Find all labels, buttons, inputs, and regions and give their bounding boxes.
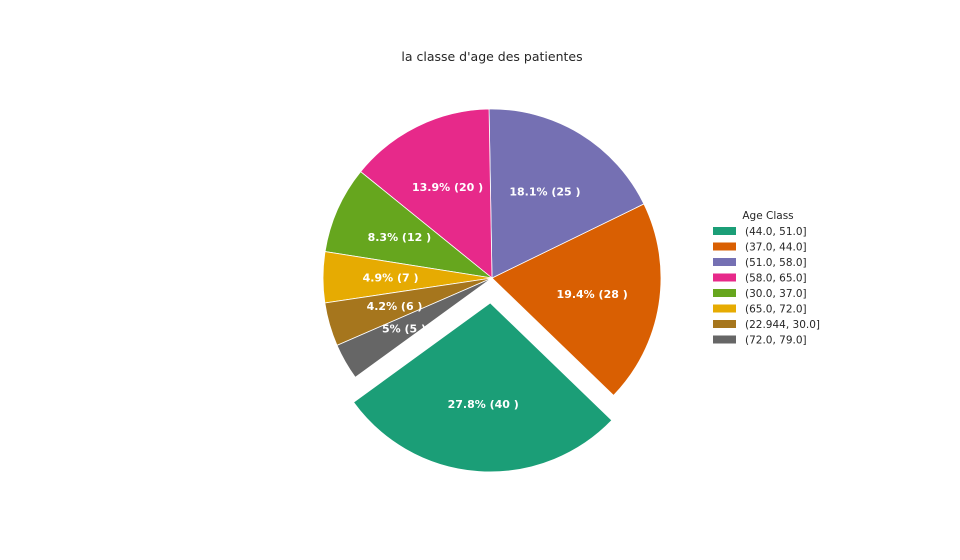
legend-swatch bbox=[713, 258, 736, 266]
legend-label: (72.0, 79.0] bbox=[745, 335, 807, 347]
legend-label: (65.0, 72.0] bbox=[745, 304, 807, 316]
slice-label: 4.9% (7 ) bbox=[363, 272, 419, 285]
slice-label: 18.1% (25 ) bbox=[509, 186, 580, 199]
slice-label: 8.3% (12 ) bbox=[368, 231, 432, 244]
legend-label: (44.0, 51.0] bbox=[745, 226, 807, 238]
pie-slice bbox=[352, 302, 613, 473]
legend: Age Class (44.0, 51.0] (37.0, 44.0] (51.0,… bbox=[713, 210, 820, 347]
legend-swatch bbox=[713, 273, 736, 282]
pie-slice bbox=[488, 108, 645, 279]
legend-swatch bbox=[713, 320, 736, 328]
pie-slices bbox=[322, 108, 662, 473]
slice-labels: 27.8% (40 ) 19.4% (28 ) 18.1% (25 ) 13.9% (… bbox=[363, 181, 628, 411]
legend-swatch bbox=[713, 335, 736, 344]
legend-label: (51.0, 58.0] bbox=[745, 257, 807, 269]
slice-label: 4.2% (6 ) bbox=[367, 300, 423, 313]
chart-title: la classe d'age des patientes bbox=[401, 49, 582, 64]
pie-slice bbox=[491, 203, 662, 396]
slice-label: 5% (5 ) bbox=[382, 322, 426, 335]
slice-label: 27.8% (40 ) bbox=[448, 398, 519, 411]
legend-label: (22.944, 30.0] bbox=[745, 319, 820, 331]
slice-label: 13.9% (20 ) bbox=[412, 181, 483, 194]
slice-label: 19.4% (28 ) bbox=[557, 288, 628, 301]
legend-title: Age Class bbox=[742, 210, 793, 222]
pie-slice bbox=[360, 108, 493, 279]
legend-label: (37.0, 44.0] bbox=[745, 242, 807, 254]
pie-slice bbox=[324, 171, 494, 279]
legend-swatch bbox=[713, 227, 736, 235]
legend-swatch bbox=[713, 289, 736, 297]
legend-label: (58.0, 65.0] bbox=[745, 273, 807, 285]
legend-label: (30.0, 37.0] bbox=[745, 288, 807, 300]
pie-slice bbox=[336, 277, 493, 378]
legend-swatch bbox=[713, 242, 736, 251]
legend-swatch bbox=[713, 304, 736, 313]
